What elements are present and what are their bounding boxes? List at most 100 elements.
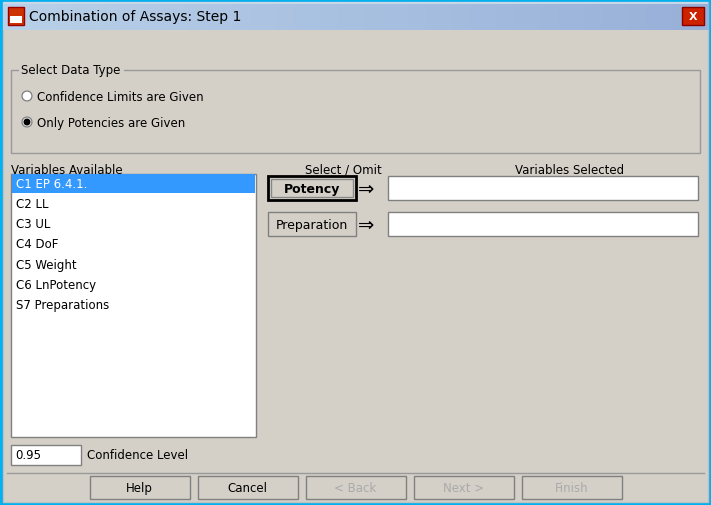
Text: C2 LL: C2 LL (16, 198, 48, 211)
Bar (426, 3, 436, 31)
Bar (364, 3, 374, 31)
Bar (276, 3, 286, 31)
Bar (506, 3, 515, 31)
Text: Potency: Potency (284, 182, 340, 195)
Bar (3, 3, 13, 31)
Text: Confidence Limits are Given: Confidence Limits are Given (37, 90, 203, 104)
Bar (479, 3, 488, 31)
Bar (109, 3, 119, 31)
Bar (329, 3, 339, 31)
Bar (532, 3, 542, 31)
Text: Combination of Assays: Step 1: Combination of Assays: Step 1 (29, 10, 241, 24)
Bar (655, 3, 665, 31)
Bar (144, 3, 154, 31)
Bar (161, 3, 171, 31)
Bar (444, 3, 454, 31)
Bar (29, 3, 39, 31)
Bar (91, 3, 101, 31)
Text: 0.95: 0.95 (15, 448, 41, 462)
Text: Variables Available: Variables Available (11, 163, 122, 176)
Bar (558, 3, 568, 31)
Bar (271, 180, 353, 197)
Text: Cancel: Cancel (228, 481, 267, 494)
Text: X: X (689, 12, 697, 22)
Bar (521, 476, 621, 499)
Text: Only Potencies are Given: Only Potencies are Given (37, 116, 186, 129)
Bar (388, 213, 698, 236)
Bar (664, 3, 674, 31)
Text: Preparation: Preparation (276, 218, 348, 231)
Bar (435, 3, 444, 31)
Bar (8, 8, 24, 26)
Bar (38, 3, 48, 31)
Bar (171, 3, 181, 31)
Bar (356, 3, 365, 31)
Bar (388, 177, 698, 200)
Text: C5 Weight: C5 Weight (16, 258, 77, 271)
Text: C3 UL: C3 UL (16, 218, 50, 231)
Bar (3, 3, 708, 5)
Bar (197, 3, 207, 31)
Bar (198, 476, 297, 499)
Bar (73, 3, 83, 31)
Bar (303, 3, 312, 31)
Bar (594, 3, 603, 31)
Bar (382, 3, 392, 31)
Bar (205, 3, 215, 31)
Bar (12, 3, 21, 31)
Bar (188, 3, 198, 31)
Bar (470, 3, 480, 31)
Bar (250, 3, 260, 31)
Text: C6 LnPotency: C6 LnPotency (16, 278, 96, 291)
Bar (19, 66, 124, 80)
Bar (285, 3, 295, 31)
Bar (567, 3, 577, 31)
Bar (10, 17, 22, 24)
Bar (629, 3, 638, 31)
Text: Next >: Next > (443, 481, 484, 494)
Bar (408, 3, 418, 31)
Bar (268, 213, 356, 236)
Bar (241, 3, 251, 31)
Bar (584, 3, 594, 31)
Bar (682, 8, 704, 26)
Bar (82, 3, 92, 31)
Bar (673, 3, 683, 31)
Bar (117, 3, 127, 31)
Text: Help: Help (126, 481, 153, 494)
Bar (514, 3, 524, 31)
Text: Select Data Type: Select Data Type (21, 63, 120, 76)
Bar (320, 3, 330, 31)
Bar (21, 3, 31, 31)
Circle shape (22, 92, 32, 102)
Bar (135, 3, 145, 31)
Text: C1 EP 6.4.1.: C1 EP 6.4.1. (16, 178, 87, 191)
Bar (550, 3, 559, 31)
Text: Select / Omit: Select / Omit (305, 163, 382, 176)
Bar (215, 3, 224, 31)
Text: Variables Selected: Variables Selected (515, 163, 624, 176)
Bar (391, 3, 400, 31)
Text: ⇒: ⇒ (358, 179, 375, 198)
Text: < Back: < Back (334, 481, 377, 494)
Bar (10, 10, 22, 17)
Bar (488, 3, 498, 31)
Bar (461, 3, 471, 31)
Bar (620, 3, 630, 31)
Bar (699, 3, 709, 31)
Circle shape (24, 120, 30, 126)
Text: S7 Preparations: S7 Preparations (16, 298, 109, 311)
Bar (602, 3, 612, 31)
Bar (56, 3, 65, 31)
Text: Confidence Level: Confidence Level (87, 448, 188, 462)
Bar (100, 3, 109, 31)
Bar (338, 3, 348, 31)
Bar (153, 3, 163, 31)
Bar (452, 3, 462, 31)
Bar (690, 3, 700, 31)
Bar (268, 177, 356, 200)
Bar (11, 445, 81, 465)
Bar (267, 3, 277, 31)
Bar (232, 3, 242, 31)
Bar (417, 3, 427, 31)
